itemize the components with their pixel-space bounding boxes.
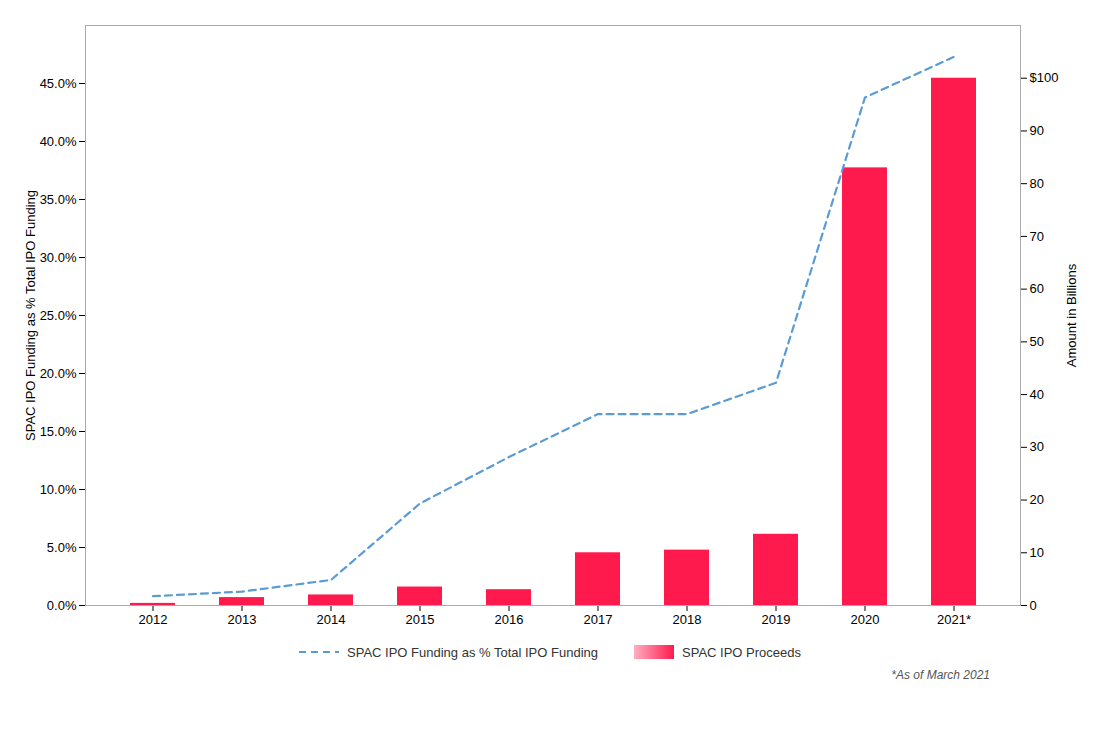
svg-text:0: 0 [1030, 598, 1037, 613]
svg-text:30.0%: 30.0% [40, 250, 77, 265]
svg-text:10.0%: 10.0% [40, 482, 77, 497]
svg-text:50: 50 [1030, 334, 1044, 349]
svg-text:20: 20 [1030, 492, 1044, 507]
html-text:*As of March 2021: *As of March 2021 [891, 668, 990, 682]
html-text:SPAC IPO Funding as % Total IP: SPAC IPO Funding as % Total IPO Funding [347, 644, 598, 660]
svg-text:45.0%: 45.0% [40, 76, 77, 91]
svg-text:$100: $100 [1030, 70, 1059, 85]
svg-text:2018: 2018 [673, 612, 702, 627]
svg-text:2014: 2014 [317, 612, 346, 627]
svg-text:2017: 2017 [584, 612, 613, 627]
svg-text:2012: 2012 [139, 612, 168, 627]
svg-text:10: 10 [1030, 545, 1044, 560]
svg-text:35.0%: 35.0% [40, 192, 77, 207]
svg-text:SPAC IPO Funding as % Total IP: SPAC IPO Funding as % Total IPO Funding [23, 190, 38, 441]
svg-text:5.0%: 5.0% [47, 540, 77, 555]
svg-text:15.0%: 15.0% [40, 424, 77, 439]
svg-text:70: 70 [1030, 229, 1044, 244]
svg-text:40.0%: 40.0% [40, 134, 77, 149]
svg-text:Amount in Billions: Amount in Billions [1064, 263, 1079, 367]
svg-text:2019: 2019 [762, 612, 791, 627]
svg-text:2020: 2020 [851, 612, 880, 627]
svg-text:80: 80 [1030, 176, 1044, 191]
svg-text:25.0%: 25.0% [40, 308, 77, 323]
svg-text:30: 30 [1030, 439, 1044, 454]
svg-text:40: 40 [1030, 387, 1044, 402]
svg-text:2021*: 2021* [937, 612, 971, 627]
svg-text:90: 90 [1030, 123, 1044, 138]
svg-text:20.0%: 20.0% [40, 366, 77, 381]
html-text:SPAC IPO Proceeds: SPAC IPO Proceeds [682, 644, 801, 660]
svg-text:60: 60 [1030, 281, 1044, 296]
svg-text:2013: 2013 [228, 612, 257, 627]
svg-text:2015: 2015 [406, 612, 435, 627]
svg-text:2016: 2016 [495, 612, 524, 627]
svg-text:0.0%: 0.0% [47, 598, 77, 613]
